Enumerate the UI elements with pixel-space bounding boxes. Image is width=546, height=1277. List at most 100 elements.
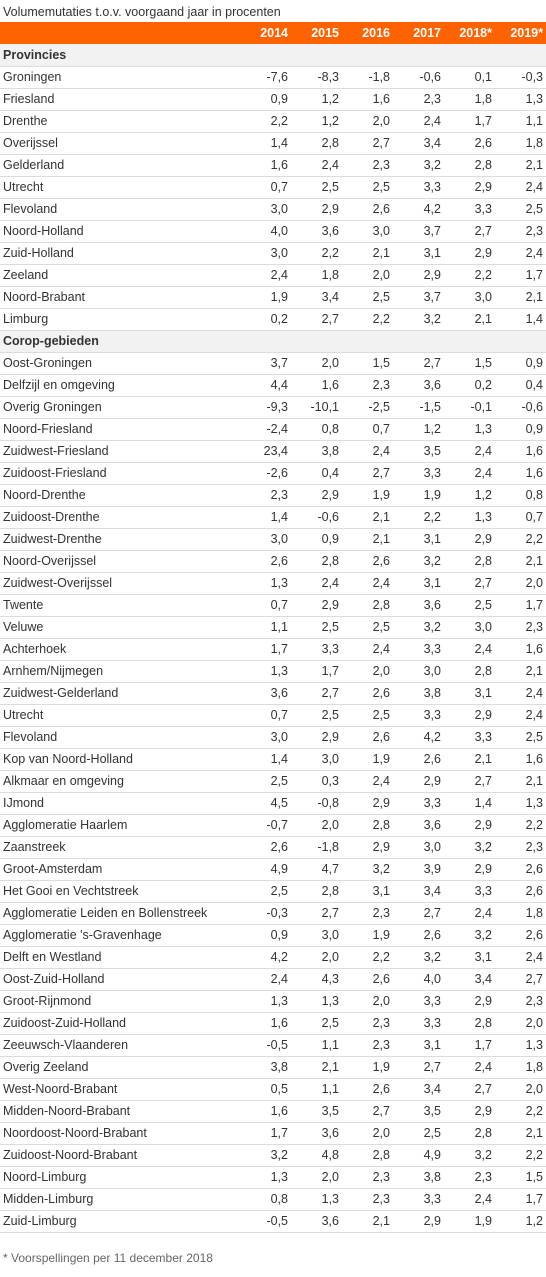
header-year: 2016	[362, 26, 390, 40]
value-cell: 1,3	[240, 572, 291, 595]
value-cell: 1,1	[291, 1078, 342, 1101]
value-cell: 3,7	[393, 286, 444, 309]
value-cell: 1,8	[495, 132, 546, 155]
table-row: Groot-Rijnmond 1,3 1,3 2,0 3,3 2,9 2,3	[0, 990, 546, 1013]
table-row: Noord-Holland 4,0 3,6 3,0 3,7 2,7 2,3	[0, 220, 546, 243]
value-cell: 2,1	[342, 528, 393, 551]
region-name: Delft en Westland	[0, 946, 240, 969]
value-cell: 3,5	[393, 440, 444, 463]
value-cell: 2,5	[342, 616, 393, 639]
value-cell: 2,4	[444, 1056, 495, 1079]
value-cell: 2,3	[342, 1034, 393, 1057]
value-cell: -2,6	[240, 462, 291, 485]
table-row: Zuidwest-Gelderland 3,6 2,7 2,6 3,8 3,1 2,4	[0, 682, 546, 705]
value-cell: 0,9	[495, 352, 546, 375]
value-cell: 2,0	[342, 110, 393, 133]
table-row: Zuidwest-Friesland 23,4 3,8 2,4 3,5 2,4 1,6	[0, 440, 546, 463]
value-cell: 3,3	[393, 792, 444, 815]
value-cell: 3,2	[444, 836, 495, 859]
value-cell: -0,5	[240, 1210, 291, 1233]
value-cell: 2,1	[342, 1210, 393, 1233]
table-row: Friesland 0,9 1,2 1,6 2,3 1,8 1,3	[0, 88, 546, 111]
value-cell: 2,9	[342, 792, 393, 815]
value-cell: 4,3	[291, 968, 342, 991]
table-row: Arnhem/Nijmegen 1,3 1,7 2,0 3,0 2,8 2,1	[0, 660, 546, 683]
value-cell: -0,3	[240, 902, 291, 925]
value-cell: -2,4	[240, 418, 291, 441]
region-name: Flevoland	[0, 198, 240, 221]
value-cell: 2,9	[342, 836, 393, 859]
value-cell: 1,7	[495, 1188, 546, 1211]
value-cell: 4,0	[393, 968, 444, 991]
table-row: Noord-Limburg 1,3 2,0 2,3 3,8 2,3 1,5	[0, 1166, 546, 1189]
table-row: Utrecht 0,7 2,5 2,5 3,3 2,9 2,4	[0, 704, 546, 727]
value-cell: 3,5	[291, 1100, 342, 1123]
region-name: Zuidwest-Drenthe	[0, 528, 240, 551]
value-cell: 0,7	[240, 594, 291, 617]
value-cell: 3,2	[342, 858, 393, 881]
value-cell: 2,5	[291, 1012, 342, 1035]
value-cell: 0,9	[240, 88, 291, 111]
region-name: Noord-Holland	[0, 220, 240, 243]
table-row: Zuid-Limburg -0,5 3,6 2,1 2,9 1,9 1,2	[0, 1210, 546, 1233]
value-cell: 0,4	[291, 462, 342, 485]
value-cell: 2,4	[495, 682, 546, 705]
value-cell: 2,6	[393, 748, 444, 771]
value-cell: -0,5	[240, 1034, 291, 1057]
value-cell: 1,5	[444, 352, 495, 375]
value-cell: 2,6	[342, 198, 393, 221]
value-cell: 3,3	[444, 726, 495, 749]
region-name: Zuidoost-Zuid-Holland	[0, 1012, 240, 1035]
value-cell: 3,8	[393, 682, 444, 705]
value-cell: 2,6	[240, 550, 291, 573]
table-row: Agglomeratie 's-Gravenhage 0,9 3,0 1,9 2,6 3,…	[0, 924, 546, 947]
value-cell: 1,9	[342, 1056, 393, 1079]
table-row: Zuidwest-Overijssel 1,3 2,4 2,4 3,1 2,7 2,0	[0, 572, 546, 595]
value-cell: 2,4	[342, 572, 393, 595]
value-cell: 3,0	[240, 242, 291, 265]
value-cell: 3,0	[342, 220, 393, 243]
region-name: Utrecht	[0, 176, 240, 199]
value-cell: -2,5	[342, 396, 393, 419]
table-row: Gelderland 1,6 2,4 2,3 3,2 2,8 2,1	[0, 154, 546, 177]
value-cell: 4,9	[240, 858, 291, 881]
value-cell: 3,2	[444, 924, 495, 947]
value-cell: 2,5	[495, 726, 546, 749]
value-cell: 2,2	[342, 308, 393, 331]
header-row: 2014 2015 2016 2017 2018* 2019*	[0, 22, 546, 44]
value-cell: -0,6	[495, 396, 546, 419]
region-name: Kop van Noord-Holland	[0, 748, 240, 771]
region-name: West-Noord-Brabant	[0, 1078, 240, 1101]
value-cell: 4,5	[240, 792, 291, 815]
value-cell: -1,8	[291, 836, 342, 859]
region-name: Overijssel	[0, 132, 240, 155]
value-cell: 1,6	[291, 374, 342, 397]
value-cell: 1,7	[291, 660, 342, 683]
value-cell: 0,2	[240, 308, 291, 331]
value-cell: 2,9	[444, 1100, 495, 1123]
value-cell: 2,8	[291, 880, 342, 903]
value-cell: 2,9	[444, 176, 495, 199]
table-row: Flevoland 3,0 2,9 2,6 4,2 3,3 2,5	[0, 198, 546, 221]
header-year: 2015	[311, 26, 339, 40]
value-cell: 2,8	[342, 814, 393, 837]
value-cell: 2,1	[495, 550, 546, 573]
value-cell: 2,1	[495, 660, 546, 683]
value-cell: 1,7	[444, 1034, 495, 1057]
region-name: Zeeuwsch-Vlaanderen	[0, 1034, 240, 1057]
value-cell: 1,6	[495, 462, 546, 485]
value-cell: 3,6	[291, 220, 342, 243]
value-cell: 3,0	[393, 836, 444, 859]
region-name: Limburg	[0, 308, 240, 331]
value-cell: 3,4	[393, 1078, 444, 1101]
value-cell: 3,3	[393, 638, 444, 661]
value-cell: 2,9	[291, 484, 342, 507]
value-cell: 2,5	[291, 616, 342, 639]
value-cell: 1,3	[240, 1166, 291, 1189]
value-cell: 2,7	[342, 1100, 393, 1123]
value-cell: 3,0	[240, 528, 291, 551]
value-cell: 0,7	[240, 176, 291, 199]
table-row: Twente 0,7 2,9 2,8 3,6 2,5 1,7	[0, 594, 546, 617]
value-cell: -1,5	[393, 396, 444, 419]
region-name: Noord-Limburg	[0, 1166, 240, 1189]
